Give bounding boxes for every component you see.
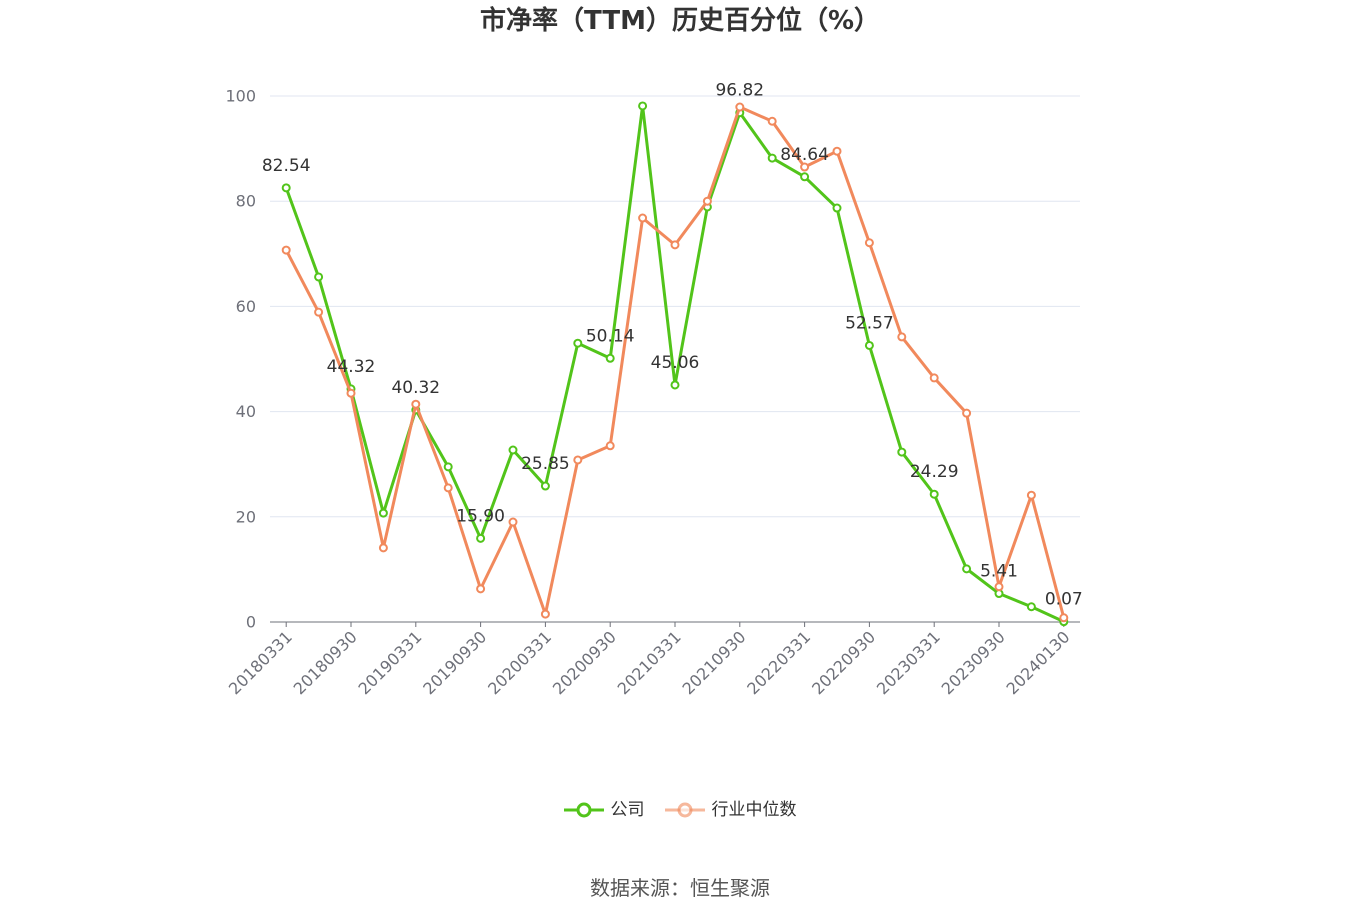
data-label: 84.64 bbox=[780, 145, 829, 165]
company-point bbox=[767, 153, 777, 163]
industry-median-point bbox=[670, 240, 680, 250]
x-tick-label: 20210331 bbox=[614, 627, 685, 698]
company-point bbox=[638, 101, 648, 111]
y-tick-label: 0 bbox=[246, 613, 256, 632]
industry-median-point bbox=[314, 307, 324, 317]
industry-median-point bbox=[897, 332, 907, 342]
x-tick-label: 20220331 bbox=[743, 627, 814, 698]
industry-median-point bbox=[767, 116, 777, 126]
company-point bbox=[443, 462, 453, 472]
industry-median-point bbox=[346, 388, 356, 398]
legend-item-company[interactable]: 公司 bbox=[563, 798, 645, 822]
industry-median-point bbox=[735, 102, 745, 112]
legend-label-company: 公司 bbox=[610, 800, 645, 820]
y-tick-label: 40 bbox=[236, 402, 256, 421]
company-point bbox=[540, 481, 550, 491]
x-axis: 2018033120180930201903312019093020200331… bbox=[225, 621, 1080, 698]
industry-median-point bbox=[929, 373, 939, 383]
data-source-note: 数据来源：恒生聚源 bbox=[590, 876, 770, 900]
industry-median-point bbox=[443, 483, 453, 493]
legend-label-industry-median: 行业中位数 bbox=[711, 800, 797, 820]
data-label: 52.57 bbox=[845, 313, 894, 333]
company-point bbox=[378, 508, 388, 518]
industry-median-point bbox=[638, 213, 648, 223]
industry-median-point bbox=[1026, 490, 1036, 500]
y-tick-label: 60 bbox=[236, 297, 256, 316]
data-label: 82.54 bbox=[262, 156, 311, 176]
legend-line-circle-icon bbox=[563, 802, 604, 818]
company-point bbox=[314, 272, 324, 282]
company-point bbox=[1026, 602, 1036, 612]
data-label: 0.07 bbox=[1045, 590, 1083, 610]
industry-median-point bbox=[281, 245, 291, 255]
company-point bbox=[605, 353, 615, 363]
industry-median-point bbox=[508, 517, 518, 527]
data-label: 24.29 bbox=[910, 462, 959, 482]
industry-median-point bbox=[994, 582, 1004, 592]
y-tick-label: 20 bbox=[236, 507, 256, 526]
industry-median-point bbox=[702, 196, 712, 206]
legend-line-circle-icon bbox=[664, 802, 705, 818]
y-tick-label: 80 bbox=[236, 192, 256, 211]
company-point bbox=[281, 183, 291, 193]
x-tick-label: 20180930 bbox=[290, 627, 361, 698]
legend-item-industry-median[interactable]: 行业中位数 bbox=[664, 798, 797, 822]
company-point bbox=[508, 445, 518, 455]
x-tick-label: 20200331 bbox=[484, 627, 555, 698]
industry-median-point bbox=[605, 441, 615, 451]
company-point bbox=[929, 489, 939, 499]
series-industry-median bbox=[281, 102, 1069, 623]
chart-title: 市净率（TTM）历史百分位（%） bbox=[480, 6, 880, 36]
x-tick-label: 20180331 bbox=[225, 627, 296, 698]
gridlines bbox=[270, 95, 1080, 518]
company-point bbox=[573, 338, 583, 348]
industry-median-point bbox=[800, 162, 810, 172]
industry-median-point bbox=[573, 455, 583, 465]
company-point bbox=[897, 447, 907, 457]
legend: 公司 行业中位数 bbox=[0, 798, 1360, 822]
x-tick-label: 20200930 bbox=[549, 627, 620, 698]
industry-median-point bbox=[411, 399, 421, 409]
data-label: 96.82 bbox=[715, 81, 764, 101]
x-tick-label: 20230930 bbox=[938, 627, 1009, 698]
company-point bbox=[832, 203, 842, 213]
x-tick-label: 20230331 bbox=[873, 627, 944, 698]
industry-median-point bbox=[378, 543, 388, 553]
company-point bbox=[864, 340, 874, 350]
industry-median-point bbox=[962, 408, 972, 418]
company-point bbox=[962, 564, 972, 574]
data-label: 40.32 bbox=[391, 378, 440, 398]
industry-median-point bbox=[476, 584, 486, 594]
x-tick-label: 20190930 bbox=[419, 627, 490, 698]
data-label: 50.14 bbox=[586, 326, 635, 346]
industry-median-point bbox=[864, 238, 874, 248]
industry-median-point bbox=[540, 609, 550, 619]
industry-median-point bbox=[1059, 613, 1069, 623]
company-point bbox=[670, 380, 680, 390]
y-tick-label: 100 bbox=[225, 87, 256, 106]
data-label: 25.85 bbox=[521, 454, 570, 474]
data-labels: 82.54 44.32 40.32 15.90 25.85 50.14 45.06 96.82… bbox=[262, 81, 1083, 610]
company-point bbox=[800, 172, 810, 182]
data-label: 5.41 bbox=[980, 562, 1018, 582]
data-label: 15.90 bbox=[456, 506, 505, 526]
industry-median-point bbox=[832, 146, 842, 156]
company-point bbox=[476, 533, 486, 543]
data-label: 44.32 bbox=[327, 357, 376, 377]
data-label: 45.06 bbox=[651, 353, 700, 373]
x-tick-label: 20240130 bbox=[1002, 627, 1073, 698]
y-axis: 0 20 40 60 80 100 bbox=[225, 87, 256, 632]
x-tick-label: 20190331 bbox=[354, 627, 425, 698]
x-tick-label: 20220930 bbox=[808, 627, 879, 698]
x-tick-label: 20210930 bbox=[678, 627, 749, 698]
